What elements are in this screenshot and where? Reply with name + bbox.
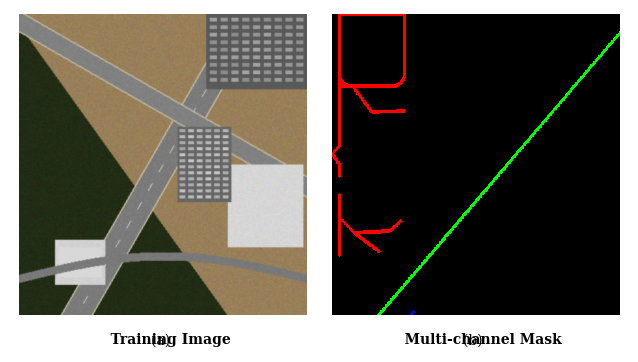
Text: Multi-channel Mask: Multi-channel Mask — [390, 333, 562, 347]
Text: (b): (b) — [463, 333, 487, 347]
Text: (a): (a) — [151, 333, 174, 347]
Text: Training Image: Training Image — [96, 333, 231, 347]
